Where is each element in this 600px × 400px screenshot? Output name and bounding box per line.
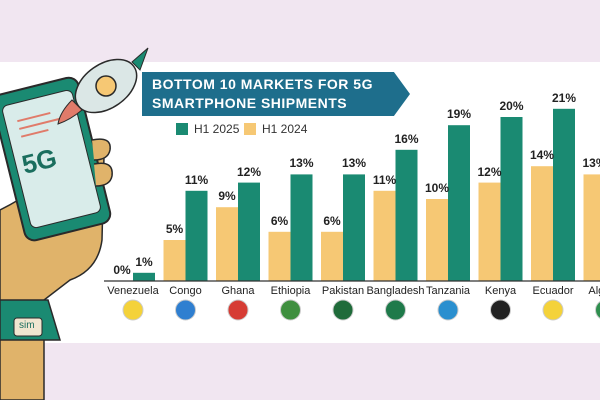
legend-swatch (244, 123, 256, 135)
bar-h1-2024-pakistan (321, 231, 343, 281)
data-label-h1-2024: 12% (477, 164, 502, 179)
phone-screen (2, 89, 101, 229)
data-label-h1-2024: 6% (270, 213, 289, 228)
bar-h1-2024-congo (163, 240, 186, 281)
bar-h1-2024-bangladesh (373, 190, 396, 281)
legend-swatch (176, 123, 188, 135)
bar-h1-2025-ghana (238, 182, 260, 281)
x-tick-label: Tanzania (425, 285, 471, 297)
data-label-h1-2025: 13% (341, 156, 367, 171)
bar-h1-2024-ghana (216, 207, 238, 281)
data-label-h1-2024: 13% (582, 156, 600, 171)
sim-card-icon (13, 317, 43, 337)
data-label-h1-2024: 10% (424, 181, 450, 195)
data-label-h1-2024: 11% (372, 172, 397, 187)
data-label-h1-2025: 12% (236, 164, 262, 179)
phone-illustration (0, 47, 149, 400)
data-label-h1-2025: 11% (184, 172, 209, 187)
x-tick-label: Ghana (221, 285, 255, 297)
data-label-h1-2025: 13% (289, 156, 314, 171)
x-tick-label: Ecuador (532, 285, 574, 297)
data-label-h1-2025: 1% (135, 254, 153, 269)
bar-h1-2025-venezuela (133, 272, 155, 281)
title-banner (142, 72, 410, 116)
bar-h1-2024-ethiopia (268, 231, 291, 281)
bar-h1-2025-kenya (500, 117, 523, 281)
x-tick-label: Venezuela (107, 285, 159, 297)
x-tick-label: Ethiopia (270, 285, 311, 297)
x-tick-label: Pakistan (321, 285, 365, 297)
bar-h1-2025-pakistan (343, 174, 365, 281)
flag-icon-ghana (227, 299, 249, 321)
bar-h1-2025-bangladesh (395, 149, 418, 281)
data-label-h1-2024: 6% (323, 213, 341, 228)
bar-h1-2024-tanzania (426, 199, 448, 281)
bar-h1-2025-tanzania (448, 125, 470, 281)
flag-icon-venezuela (122, 299, 144, 321)
bar-h1-2025-ecuador (553, 108, 575, 281)
flag-icon-pakistan (332, 299, 354, 321)
rocket-icon (57, 47, 149, 125)
data-label-h1-2025: 21% (551, 90, 577, 105)
flag-icon-bangladesh (385, 299, 406, 321)
legend-label: H1 2024 (262, 122, 308, 136)
bar-h1-2025-ethiopia (290, 174, 313, 281)
bar-h1-2024-kenya (478, 182, 501, 281)
data-label-h1-2024: 0% (113, 263, 131, 277)
data-label-h1-2025: 19% (446, 107, 472, 122)
data-label-h1-2024: 14% (529, 148, 555, 163)
x-tick-label: Bangladesh (366, 285, 425, 297)
bar-h1-2024-ecuador (531, 166, 553, 281)
flags-layer (122, 299, 600, 321)
legend-item-h1-2025: H1 2025 (176, 122, 239, 136)
chart-title-line-2: SMARTPHONE SHIPMENTS (152, 95, 348, 111)
flag-icon-congo (175, 299, 196, 321)
data-label-h1-2024: 9% (218, 189, 236, 204)
bars-layer (133, 108, 600, 281)
x-tick-label: Congo (169, 285, 202, 297)
data-label-h1-2025: 16% (394, 131, 419, 146)
flag-icon-tanzania (437, 299, 459, 321)
data-label-h1-2025: 20% (499, 99, 524, 113)
legend-label: H1 2025 (194, 122, 240, 136)
flag-icon-algeria (595, 301, 600, 319)
bar-h1-2025-congo (185, 190, 208, 281)
data-label-h1-2024: 5% (165, 222, 184, 236)
chart-title-line-1: BOTTOM 10 MARKETS FOR 5G (152, 76, 373, 92)
flag-icon-kenya (490, 299, 511, 321)
x-tick-label: Algeria (588, 285, 600, 297)
flag-icon-ecuador (542, 299, 564, 321)
flag-icon-ethiopia (280, 299, 301, 321)
x-tick-label: Kenya (484, 285, 517, 297)
sim-label: sim (19, 320, 35, 331)
bar-h1-2024-algeria (583, 174, 600, 281)
legend-item-h1-2024: H1 2024 (244, 122, 307, 136)
